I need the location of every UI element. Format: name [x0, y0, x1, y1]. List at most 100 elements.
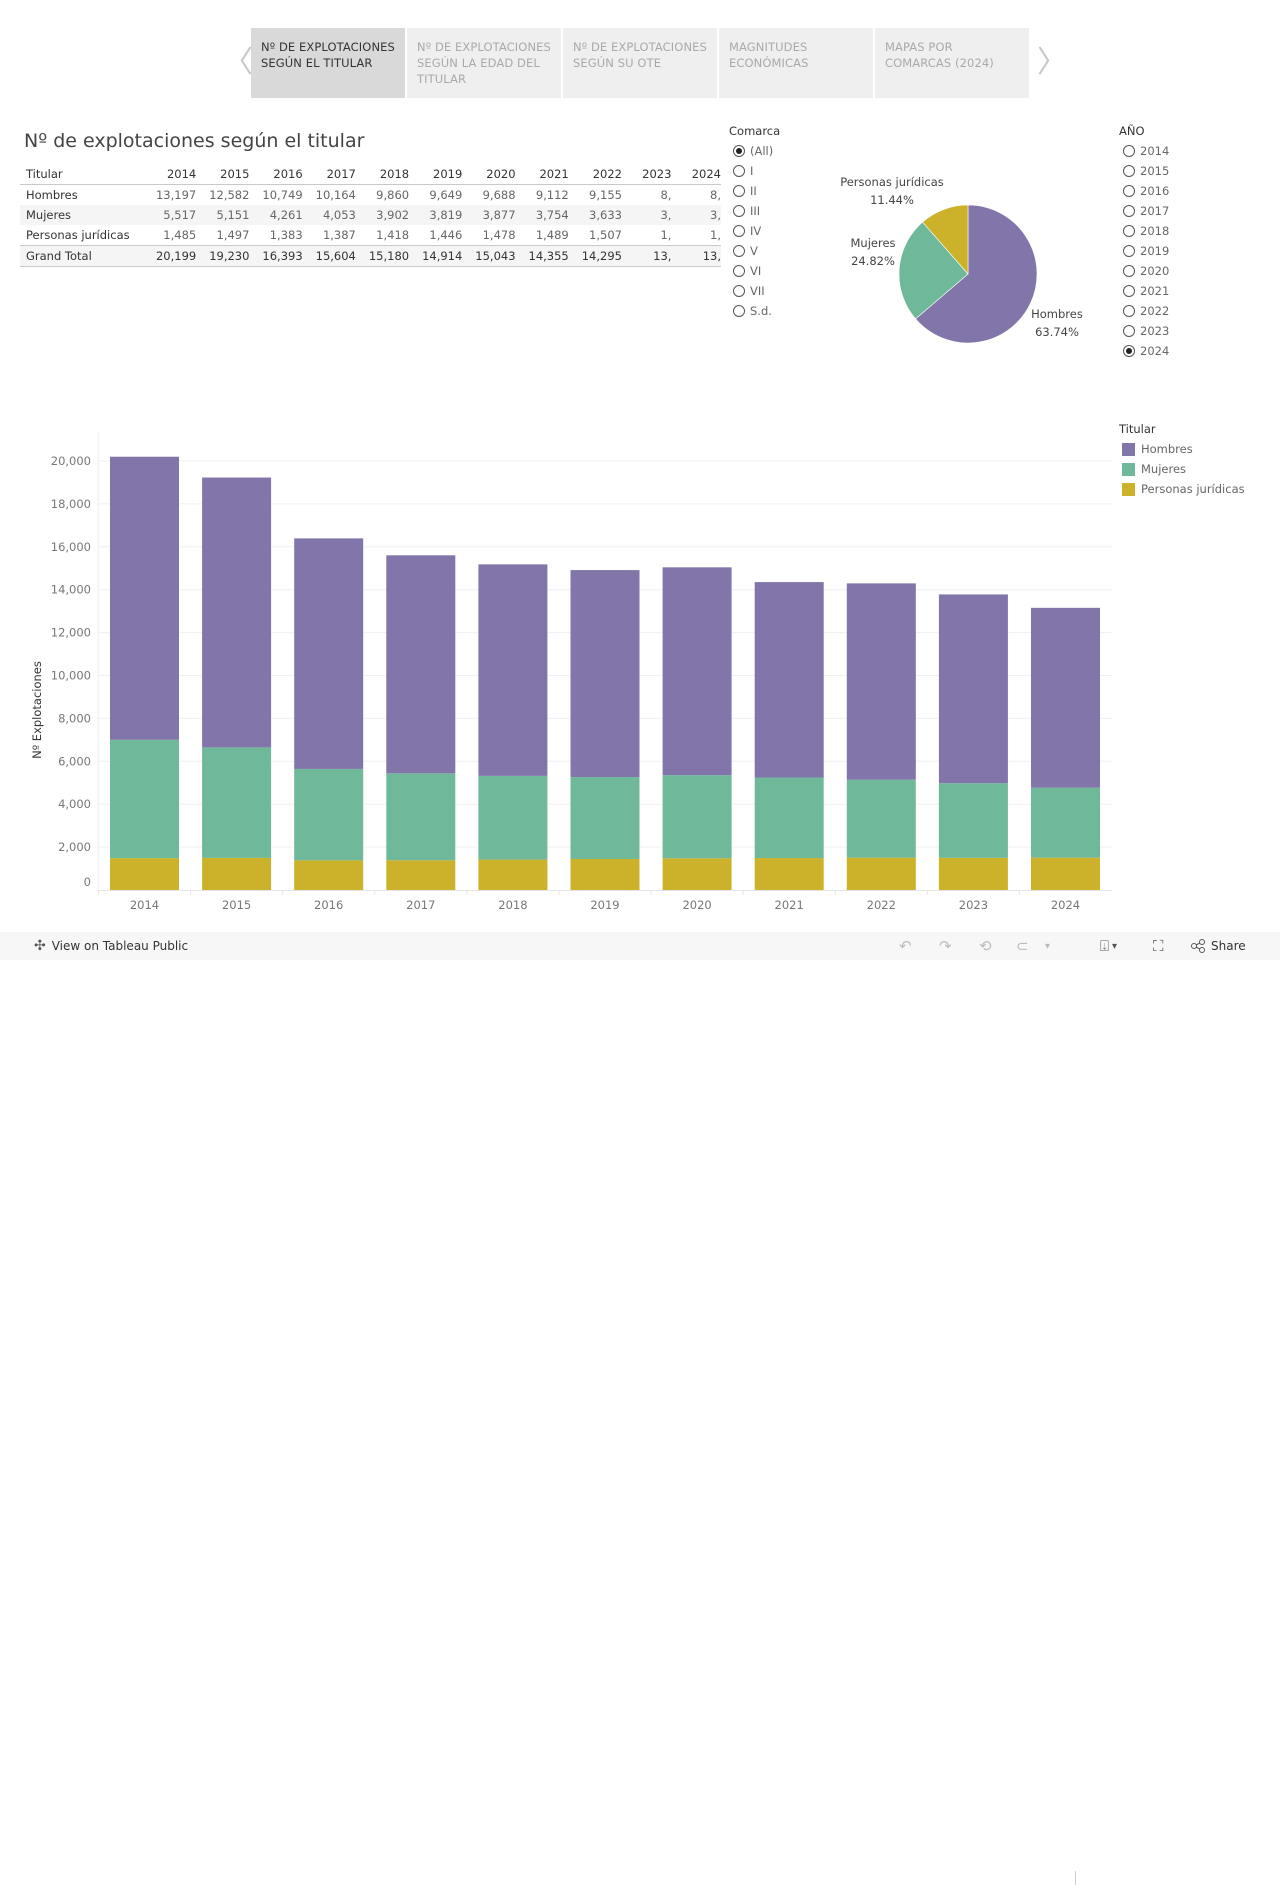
tab-1[interactable]: Nº DE EXPLOTACIONES SEGÚN EL TITULAR — [251, 28, 405, 98]
anio-option[interactable]: 2024 — [1123, 341, 1169, 361]
pie-slice-hombres[interactable] — [915, 204, 1038, 344]
table-cell[interactable]: 13, — [671, 245, 721, 267]
bar-hombres-2023[interactable] — [938, 594, 1008, 784]
anio-option[interactable]: 2015 — [1123, 161, 1169, 181]
radio-button-icon[interactable] — [1123, 265, 1135, 277]
table-cell[interactable]: 1,489 — [535, 228, 569, 242]
anio-option[interactable]: 2018 — [1123, 221, 1169, 241]
anio-option[interactable]: 2019 — [1123, 241, 1169, 261]
table-cell[interactable]: 15,604 — [302, 245, 356, 267]
table-cell[interactable]: 16,393 — [249, 245, 303, 267]
bar-hombres-2016[interactable] — [294, 538, 364, 769]
bar-hombres-2017[interactable] — [386, 555, 456, 774]
table-cell[interactable]: 1,507 — [589, 228, 622, 242]
table-cell[interactable]: 9,112 — [535, 188, 569, 202]
radio-button-icon[interactable] — [1123, 205, 1135, 217]
bar-hombres-2015[interactable] — [202, 477, 272, 748]
bar-personas-jur-dicas-2020[interactable] — [662, 858, 732, 890]
table-cell[interactable]: 15,043 — [462, 245, 516, 267]
table-cell[interactable]: 1,446 — [429, 228, 463, 242]
anio-option[interactable]: 2023 — [1123, 321, 1169, 341]
table-cell[interactable]: 12,582 — [209, 188, 250, 202]
bar-personas-jur-dicas-2017[interactable] — [386, 860, 456, 890]
radio-button-icon[interactable] — [733, 165, 745, 177]
comarca-option[interactable]: II — [733, 181, 773, 201]
table-cell[interactable]: 1,387 — [322, 228, 356, 242]
bar-mujeres-2019[interactable] — [570, 777, 640, 859]
bar-personas-jur-dicas-2018[interactable] — [478, 859, 548, 890]
bar-personas-jur-dicas-2015[interactable] — [202, 857, 272, 890]
radio-button-icon[interactable] — [733, 205, 745, 217]
radio-button-icon[interactable] — [1123, 225, 1135, 237]
table-cell[interactable]: 3,877 — [462, 205, 516, 225]
table-cell[interactable]: 4,053 — [302, 205, 356, 225]
bar-mujeres-2021[interactable] — [754, 777, 824, 859]
bar-mujeres-2015[interactable] — [202, 747, 272, 858]
fullscreen-button[interactable]: ⛶ — [1153, 932, 1164, 960]
bar-mujeres-2017[interactable] — [386, 773, 456, 861]
comarca-option[interactable]: I — [733, 161, 773, 181]
crosstab-table-container[interactable]: Titular 2014 2015 2016 2017 2018 2019 2020 2021 2… — [20, 164, 721, 268]
bar-hombres-2021[interactable] — [754, 582, 824, 778]
revert-button[interactable]: ⟲ — [979, 932, 992, 960]
radio-button-icon[interactable] — [733, 305, 745, 317]
bar-personas-jur-dicas-2021[interactable] — [754, 858, 824, 890]
table-cell[interactable]: 14,914 — [409, 245, 463, 267]
table-cell[interactable]: 1,418 — [376, 228, 410, 242]
legend-item[interactable]: Mujeres — [1122, 459, 1245, 479]
radio-button-icon[interactable] — [733, 285, 745, 297]
table-cell[interactable]: 3,633 — [568, 205, 622, 225]
anio-option[interactable]: 2020 — [1123, 261, 1169, 281]
bar-hombres-2024[interactable] — [1031, 607, 1100, 788]
next-tab-button[interactable]: 〉 — [1037, 48, 1067, 78]
table-cell[interactable]: 8, — [660, 188, 672, 202]
bar-hombres-2019[interactable] — [570, 570, 640, 778]
table-cell[interactable]: 1, — [660, 228, 672, 242]
bar-mujeres-2020[interactable] — [662, 775, 732, 859]
radio-button-icon[interactable] — [733, 145, 745, 157]
radio-button-icon[interactable] — [1123, 185, 1135, 197]
table-cell[interactable]: 1,485 — [163, 228, 197, 242]
table-cell[interactable]: 4,261 — [249, 205, 303, 225]
bar-personas-jur-dicas-2019[interactable] — [570, 858, 640, 890]
radio-button-icon[interactable] — [733, 185, 745, 197]
comarca-option[interactable]: S.d. — [733, 301, 773, 321]
bar-hombres-2022[interactable] — [846, 583, 916, 780]
comarca-option[interactable]: (All) — [733, 141, 773, 161]
bar-mujeres-2014[interactable] — [110, 739, 179, 859]
radio-button-icon[interactable] — [1123, 245, 1135, 257]
table-cell[interactable]: 1, — [710, 228, 721, 242]
bar-personas-jur-dicas-2014[interactable] — [110, 858, 179, 890]
bar-mujeres-2016[interactable] — [294, 768, 364, 861]
table-cell[interactable]: 3,819 — [409, 205, 463, 225]
table-cell[interactable]: 20,199 — [143, 245, 197, 267]
radio-button-icon[interactable] — [1123, 325, 1135, 337]
bar-mujeres-2023[interactable] — [938, 783, 1008, 858]
tab-2[interactable]: Nº DE EXPLOTACIONES SEGÚN LA EDAD DEL TI… — [407, 28, 561, 98]
download-button[interactable]: ⍗ ▾ — [1100, 932, 1117, 960]
pause-dropdown-button[interactable]: ▾ — [1045, 932, 1050, 960]
bar-mujeres-2024[interactable] — [1031, 787, 1100, 858]
undo-button[interactable]: ↶ — [899, 932, 912, 960]
table-cell[interactable]: 9,688 — [482, 188, 516, 202]
radio-button-icon[interactable] — [1123, 165, 1135, 177]
tab-3[interactable]: Nº DE EXPLOTACIONES SEGÚN SU OTE — [563, 28, 717, 98]
radio-button-icon[interactable] — [1123, 305, 1135, 317]
table-cell[interactable]: 14,355 — [515, 245, 569, 267]
redo-button[interactable]: ↷ — [939, 932, 952, 960]
anio-option[interactable]: 2017 — [1123, 201, 1169, 221]
refresh-button[interactable]: ⊂ — [1016, 932, 1029, 960]
anio-option[interactable]: 2022 — [1123, 301, 1169, 321]
table-cell[interactable]: 15,180 — [355, 245, 410, 267]
table-cell[interactable]: 3, — [671, 205, 721, 225]
bar-hombres-2020[interactable] — [662, 567, 732, 776]
table-cell[interactable]: 9,860 — [376, 188, 410, 202]
tab-5[interactable]: MAPAS POR COMARCAS (2024) — [875, 28, 1029, 98]
comarca-option[interactable]: VI — [733, 261, 773, 281]
tab-4[interactable]: MAGNITUDES ECONÓMICAS — [719, 28, 873, 98]
table-cell[interactable]: 10,749 — [262, 188, 303, 202]
anio-option[interactable]: 2021 — [1123, 281, 1169, 301]
anio-option[interactable]: 2016 — [1123, 181, 1169, 201]
bar-personas-jur-dicas-2016[interactable] — [294, 860, 364, 890]
table-cell[interactable]: 1,497 — [216, 228, 250, 242]
